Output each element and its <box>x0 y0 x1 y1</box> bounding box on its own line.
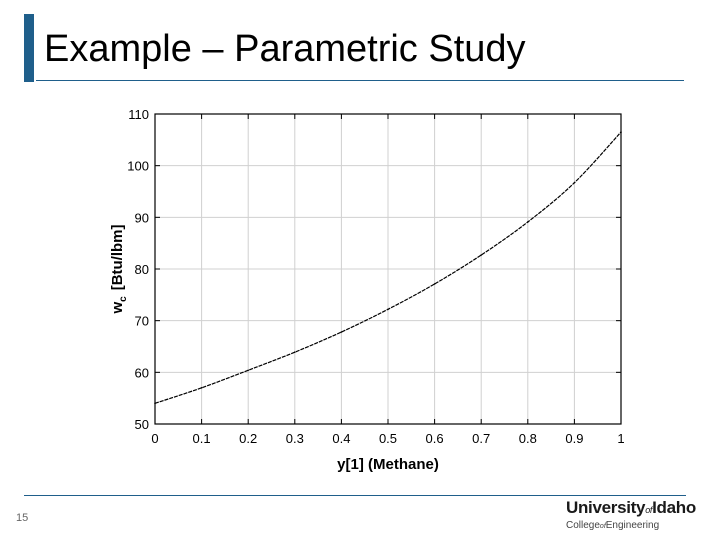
data-point <box>527 221 529 223</box>
y-tick-label: 90 <box>135 210 149 225</box>
y-axis-label-sub: c <box>118 296 129 302</box>
data-point <box>387 308 389 311</box>
y-tick-label: 50 <box>135 417 149 432</box>
x-tick-label: 0.4 <box>332 431 350 446</box>
data-point <box>433 283 436 285</box>
x-tick-label: 0.9 <box>565 431 583 446</box>
university-logo: UniversityofIdaho CollegeofEngineering <box>566 498 716 538</box>
data-point <box>154 402 156 405</box>
data-point <box>200 387 203 389</box>
x-tick-label: 0.8 <box>519 431 537 446</box>
page-number: 15 <box>16 512 29 524</box>
x-tick-label: 0.7 <box>472 431 490 446</box>
data-point <box>294 351 296 353</box>
y-tick-label: 70 <box>135 314 149 329</box>
y-tick-label: 110 <box>128 107 149 122</box>
x-tick-label: 0.3 <box>286 431 304 446</box>
logo-university-suffix: Idaho <box>652 498 696 517</box>
y-tick-label: 100 <box>127 159 149 174</box>
logo-of-word: of <box>645 505 653 515</box>
data-point <box>340 331 343 333</box>
y-tick-label: 80 <box>135 262 149 277</box>
y-axis-label: wc [Btu/lbm] <box>109 224 129 314</box>
data-point <box>480 254 483 256</box>
logo-college-prefix: College <box>566 520 600 531</box>
slide-title: Example – Parametric Study <box>44 28 526 70</box>
title-accent-bar <box>24 14 34 82</box>
x-tick-label: 1 <box>617 431 624 446</box>
data-point <box>573 181 576 184</box>
logo-university-prefix: University <box>566 498 646 517</box>
tick-layer: 0 0.1 0.2 0.3 0.4 0.5 0.6 0.7 0.8 0.9 1 50 60 70 80 90 1… <box>127 107 624 446</box>
y-axis-label-units: [Btu/lbm] <box>109 224 126 290</box>
y-tick-label: 60 <box>135 365 149 380</box>
footer-divider <box>24 495 686 496</box>
data-points-layer <box>154 131 622 405</box>
x-tick-label: 0.1 <box>193 431 211 446</box>
x-tick-label: 0.6 <box>426 431 444 446</box>
logo-college-suffix: Engineering <box>605 520 660 531</box>
y-axis-label-main: w <box>109 302 126 315</box>
x-tick-label: 0.5 <box>379 431 397 446</box>
x-tick-label: 0 <box>151 431 158 446</box>
data-point <box>620 131 622 133</box>
x-tick-label: 0.2 <box>239 431 257 446</box>
data-point <box>247 369 249 372</box>
logo-university-name: UniversityofIdaho <box>566 498 696 518</box>
title-divider <box>36 80 684 81</box>
x-axis-label: y[1] (Methane) <box>337 456 439 473</box>
logo-college-of: of <box>599 523 606 530</box>
logo-college-name: CollegeofEngineering <box>566 520 659 531</box>
grid-layer <box>155 114 621 424</box>
